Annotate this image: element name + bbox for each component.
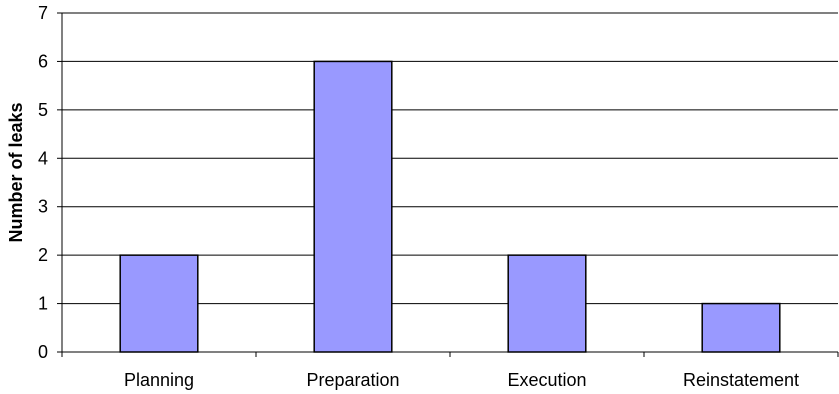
y-tick-label: 0: [38, 342, 48, 362]
bars: [119, 60, 781, 353]
bar-planning: [119, 254, 199, 353]
y-axis-title: Number of leaks: [6, 102, 26, 242]
y-tick-label: 7: [38, 3, 48, 23]
x-axis-ticks: Planning Preparation Execution Reinstatemen…: [61, 352, 839, 390]
y-tick-label: 3: [38, 197, 48, 217]
x-tick-label: Reinstatement: [683, 370, 799, 390]
y-tick-label: 1: [38, 294, 48, 314]
bar-execution: [507, 254, 587, 353]
x-tick-label: Planning: [124, 370, 194, 390]
x-tick-label: Execution: [507, 370, 586, 390]
y-tick-label: 4: [38, 148, 48, 168]
y-tick-label: 2: [38, 245, 48, 265]
y-axis-ticks: 0 1 2 3 4 5 6 7: [38, 3, 62, 362]
x-tick-label: Preparation: [306, 370, 399, 390]
y-tick-label: 5: [38, 100, 48, 120]
y-tick-label: 6: [38, 51, 48, 71]
bar-reinstatement: [701, 302, 781, 353]
bar-preparation: [313, 60, 393, 353]
